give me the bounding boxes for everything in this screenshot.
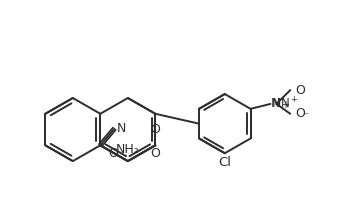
- Text: N: N: [272, 98, 281, 111]
- Text: NH₂: NH₂: [116, 143, 140, 156]
- Text: N: N: [117, 122, 126, 135]
- Text: O: O: [295, 107, 305, 120]
- Text: Cl: Cl: [218, 156, 231, 169]
- Text: +: +: [281, 100, 289, 110]
- Text: ⁻: ⁻: [303, 111, 308, 121]
- Text: $\mathregular{N^+}$: $\mathregular{N^+}$: [280, 96, 299, 112]
- Text: O: O: [108, 147, 118, 160]
- Text: O: O: [295, 84, 305, 97]
- Text: O: O: [151, 147, 160, 160]
- Text: N: N: [271, 98, 280, 111]
- Text: O: O: [151, 123, 160, 136]
